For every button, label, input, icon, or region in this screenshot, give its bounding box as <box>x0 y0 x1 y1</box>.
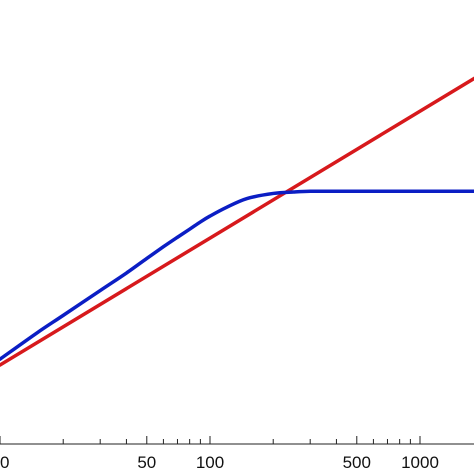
x-tick-label: 1000 <box>401 453 439 472</box>
series-line-blue <box>0 189 474 361</box>
x-tick-label: 10 <box>0 453 9 472</box>
x-tick-label: 100 <box>196 453 224 472</box>
x-axis: 10 50 100 500 1000 <box>0 436 474 472</box>
x-tick-label: 50 <box>137 453 156 472</box>
series-line-red <box>0 76 474 367</box>
x-tick-label: 500 <box>343 453 371 472</box>
series-layer <box>0 76 474 367</box>
